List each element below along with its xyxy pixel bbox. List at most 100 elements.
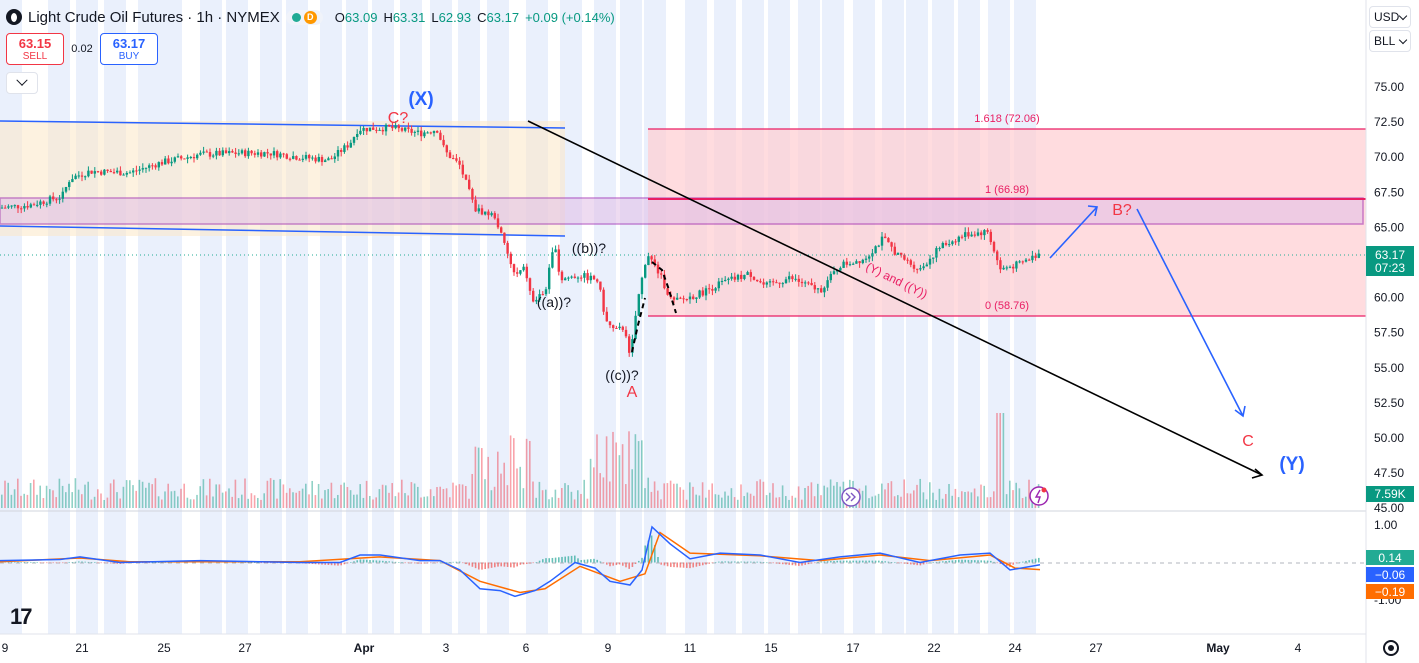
macd-hist-bar-77 [247,562,250,563]
projection-up-line[interactable] [1049,206,1098,259]
macd-hist-bar-238 [762,562,765,563]
volume-bar-136 [436,487,438,508]
volume-bar-294 [941,498,944,508]
time-axis[interactable]: 9 21 25 27 Apr 3 6 9 11 15 17 22 24 27 May 4 [2,641,1302,655]
volume-bar-135 [433,496,435,508]
tradingview-logo[interactable]: 17 [10,604,33,629]
volume-bar-137 [439,486,441,508]
macd-hist-bar-285 [913,562,915,565]
candle-body-242 [775,282,778,284]
volume-bar-191 [612,431,614,508]
chevron-down-icon[interactable] [6,72,38,94]
macd-hist-bar-111 [356,560,358,563]
candle-body-139 [445,145,448,153]
candle-body-112 [359,130,362,135]
candle-body-111 [356,134,359,137]
volume-bar-312 [999,413,1001,508]
candle-body-202 [647,256,650,266]
macd-hist-bar-206 [660,562,662,565]
candle-body-178 [570,276,573,278]
currency-select[interactable]: USD [1369,6,1411,28]
candle-body-55 [176,156,180,158]
candle-body-149 [477,208,480,212]
volume-bar-47 [151,484,153,508]
candle-body-225 [720,280,724,282]
volume-bar-32 [103,499,105,508]
gear-icon[interactable] [1383,640,1399,656]
macd-hist-bar-16 [52,562,54,564]
macd-hist-bar-144 [462,562,464,564]
downtrend-line[interactable] [527,120,1263,476]
volume-bar-216 [692,486,694,508]
volume-bar-255 [817,483,819,508]
subwave-dash-2 [631,297,646,353]
session-shade-29 [882,0,904,634]
price-axis[interactable]: 75.0072.5070.0067.5065.0062.5060.0057.50… [1374,80,1404,515]
macd-hist-bar-104 [334,562,336,566]
macd-hist-bar-302 [967,559,970,563]
lightning-icon[interactable] [1029,486,1049,506]
macd-hist-bar-254 [814,562,816,564]
replay-icon[interactable] [841,487,861,507]
volume-bar-217 [695,494,697,508]
symbol-title[interactable]: Light Crude Oil Futures · 1h · NYMEX [28,8,280,26]
symbol-header[interactable]: Light Crude Oil Futures · 1h · NYMEX D O… [6,7,615,27]
macd-hist-bar-154 [494,562,496,568]
macd-hist-bar-122 [391,561,394,563]
projection-down-line[interactable] [1136,208,1244,417]
candle-body-249 [797,278,800,282]
bar-countdown: 07:23 [1375,261,1405,275]
candle-body-13 [42,201,45,204]
unit-select[interactable]: BLL [1369,30,1411,52]
channel-lower-line[interactable] [0,225,566,237]
candle-body-180 [576,277,580,279]
candle-body-316 [1012,266,1015,269]
macd-hist-bar-85 [273,562,275,564]
sell-button[interactable]: 63.15 SELL [6,33,64,65]
macd-hist-bar-256 [820,561,822,563]
volume-bar-172 [551,497,553,508]
volume-bar-133 [426,496,429,508]
candle-body-135 [432,130,436,134]
volume-bar-87 [279,479,281,508]
volume-bar-236 [756,481,758,508]
volume-bar-14 [45,485,48,508]
volume-bar-196 [628,431,630,508]
volume-bar-260 [833,485,835,508]
macd-hist-bar-99 [318,562,320,565]
candle-body-106 [340,149,343,152]
volume-bar-296 [948,484,950,508]
volume-bar-59 [189,499,192,508]
volume-bar-93 [298,490,301,508]
volume-bar-23 [74,478,77,508]
macd-hist-bar-13 [42,562,45,564]
candle-body-23 [74,175,77,180]
volume-tag [1366,486,1414,502]
volume-bar-101 [324,490,326,508]
macd-hist-bar-221 [708,562,710,564]
channel-upper-line[interactable] [0,120,566,129]
x-tick-13: 27 [1089,641,1103,655]
volume-bar-88 [282,484,285,508]
candle-body-256 [820,288,823,293]
candle-body-299 [957,236,960,242]
volume-bar-57 [183,483,185,508]
x-tick-9: 15 [764,641,778,655]
buy-button[interactable]: 63.17 BUY [100,33,158,65]
x-tick-12: 24 [1008,641,1022,655]
session-shade-20 [620,0,642,634]
macd-hist-bar-151 [484,562,486,570]
session-shade-17 [526,0,548,634]
macd-hist-bar-171 [548,558,550,563]
session-shade-19 [594,0,616,634]
volume-bar-204 [653,481,656,508]
macd-hist-bar-208 [666,562,669,567]
resistance-box[interactable] [0,197,1364,225]
macd-hist-bar-304 [974,560,976,563]
candle-body-61 [196,154,199,159]
volume-bar-311 [996,413,998,508]
volume-bar-176 [564,483,566,508]
status-pill[interactable]: D [285,9,323,25]
volume-bar-49 [157,496,160,508]
